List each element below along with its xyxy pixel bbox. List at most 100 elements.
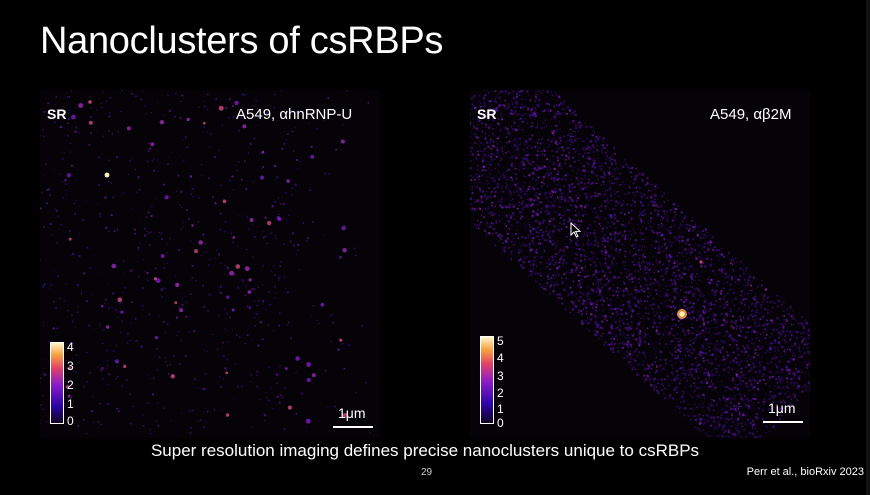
localization-dot (653, 377, 656, 380)
localization-dot (733, 291, 736, 294)
localization-dot (528, 197, 530, 199)
localization-dot (628, 358, 630, 360)
localization-dot (127, 173, 130, 176)
localization-dot (641, 349, 644, 352)
localization-dot (43, 110, 46, 113)
localization-dot (272, 407, 274, 410)
localization-dot (519, 190, 522, 193)
localization-dot (520, 98, 523, 100)
localization-dot (680, 307, 683, 310)
localization-dot (609, 286, 612, 290)
localization-dot (648, 269, 651, 272)
localization-dot (633, 338, 636, 341)
localization-dot (630, 321, 633, 323)
localization-dot (557, 136, 560, 139)
localization-dot (505, 136, 508, 139)
localization-dot (578, 192, 580, 194)
localization-dot (544, 285, 547, 288)
localization-dot (730, 278, 734, 281)
localization-dot (484, 104, 487, 107)
localization-dot (560, 167, 563, 170)
localization-dot (735, 328, 738, 330)
localization-dot (581, 322, 585, 325)
localization-dot (770, 375, 773, 378)
localization-dot (699, 292, 701, 294)
localization-dot (617, 190, 619, 193)
localization-dot (686, 223, 689, 227)
localization-dot (627, 301, 631, 304)
localization-dot (473, 133, 475, 135)
localization-dot (470, 113, 471, 116)
localization-dot (480, 182, 484, 185)
localization-dot (669, 328, 672, 331)
localization-dot (580, 278, 583, 281)
localization-dot (800, 371, 803, 373)
localization-dot (585, 313, 588, 315)
localization-dot (744, 338, 746, 340)
localization-dot (769, 370, 772, 373)
localization-dot (129, 393, 132, 395)
localization-dot (575, 266, 578, 269)
localization-dot (499, 237, 502, 240)
localization-dot (157, 424, 160, 427)
localization-dot (496, 102, 498, 104)
localization-dot (790, 338, 792, 340)
localization-dot (655, 356, 658, 359)
localization-dot (601, 144, 605, 147)
localization-dot (539, 272, 542, 275)
localization-dot (725, 421, 728, 424)
localization-dot (470, 166, 472, 169)
localization-dot (602, 180, 605, 184)
localization-dot (586, 227, 590, 230)
localization-dot (756, 301, 758, 304)
localization-dot (551, 243, 554, 246)
localization-dot (478, 117, 481, 120)
localization-dot (763, 296, 765, 298)
localization-dot (655, 328, 658, 332)
localization-dot (528, 198, 531, 201)
localization-dot (723, 340, 727, 344)
localization-dot (786, 323, 789, 326)
localization-dot (554, 141, 557, 144)
localization-dot (577, 274, 580, 277)
localization-dot (638, 186, 640, 188)
localization-dot (142, 287, 144, 289)
localization-dot (562, 215, 564, 217)
localization-dot (498, 96, 501, 99)
localization-dot (538, 201, 541, 204)
localization-dot (662, 303, 665, 306)
localization-dot (628, 305, 631, 307)
localization-dot (736, 425, 739, 428)
localization-dot (605, 265, 609, 269)
localization-dot (159, 120, 165, 125)
localization-dot (264, 308, 267, 311)
localization-dot (484, 126, 487, 129)
localization-dot (793, 387, 796, 389)
localization-dot (726, 280, 728, 282)
localization-dot (625, 234, 627, 236)
localization-dot (679, 343, 682, 347)
localization-dot (523, 167, 526, 170)
localization-dot (753, 393, 755, 395)
localization-dot (662, 318, 664, 321)
localization-dot (476, 137, 478, 139)
localization-dot (628, 278, 631, 281)
localization-dot (209, 133, 212, 136)
localization-dot (614, 160, 617, 163)
localization-dot (278, 401, 280, 404)
localization-dot (609, 330, 612, 333)
localization-dot (654, 185, 657, 188)
localization-dot (476, 124, 478, 126)
localization-dot (129, 422, 132, 425)
localization-dot (718, 273, 720, 275)
localization-dot (669, 334, 671, 337)
localization-dot (689, 384, 693, 388)
localization-dot (772, 306, 774, 309)
localization-dot (683, 344, 685, 346)
localization-dot (174, 301, 178, 305)
localization-dot (271, 205, 274, 208)
localization-dot (604, 157, 608, 161)
localization-dot (753, 356, 756, 359)
localization-dot (594, 131, 596, 133)
localization-dot (576, 172, 578, 175)
